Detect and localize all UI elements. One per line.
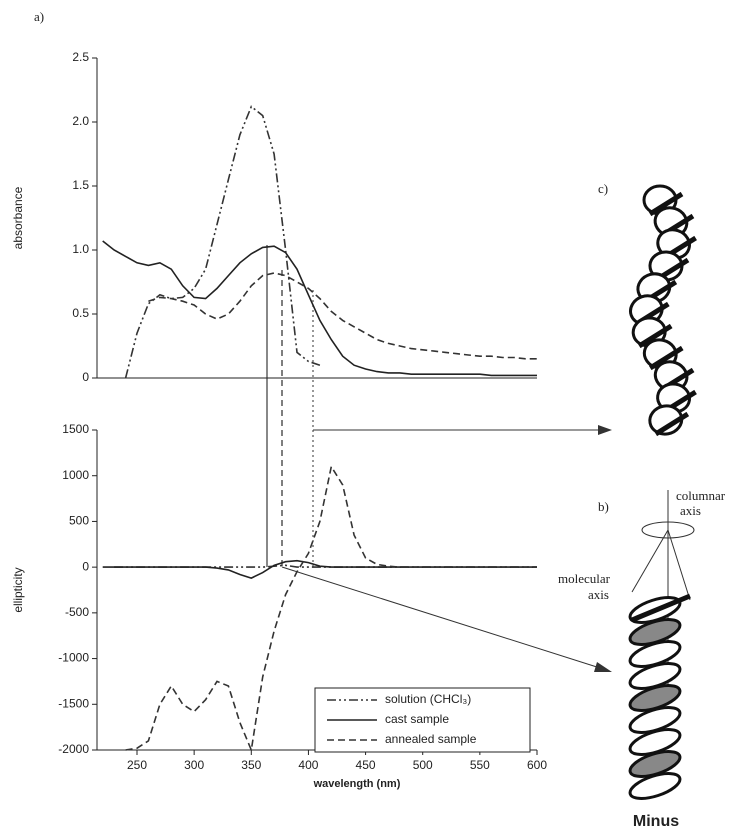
y-axis-label: absorbance	[11, 186, 25, 249]
annotation: Minus	[633, 813, 679, 830]
annotation: columnar	[676, 488, 726, 503]
annotation: molecular	[558, 571, 611, 586]
y-tick-label: -500	[65, 605, 89, 619]
legend-label: cast sample	[385, 712, 449, 726]
y-tick-label: -1000	[58, 651, 89, 665]
y-tick-label: 1500	[62, 422, 89, 436]
y-tick-label: -1500	[58, 696, 89, 710]
helix-diagram	[628, 593, 691, 800]
data-line	[148, 272, 537, 360]
helix-bar	[654, 411, 690, 437]
annotation: axis	[588, 587, 609, 602]
y-tick-label: 2.0	[72, 114, 89, 128]
helix-disc	[628, 772, 682, 800]
panel-label: c)	[598, 181, 608, 196]
y-axis-label: ellipticity	[11, 567, 25, 612]
y-tick-label: 1.0	[72, 242, 89, 256]
x-tick-label: 500	[413, 758, 433, 772]
x-tick-label: 550	[470, 758, 490, 772]
y-tick-label: -2000	[58, 742, 89, 756]
legend-label: annealed sample	[385, 732, 477, 746]
helix-bar	[648, 191, 684, 217]
panel-label: b)	[598, 499, 609, 514]
x-tick-label: 300	[184, 758, 204, 772]
x-tick-label: 350	[241, 758, 261, 772]
x-tick-label: 250	[127, 758, 147, 772]
x-tick-label: 400	[298, 758, 318, 772]
data-line	[102, 559, 537, 579]
y-tick-label: 1.5	[72, 178, 89, 192]
y-tick-label: 500	[69, 514, 89, 528]
helix-diagram	[629, 184, 697, 437]
legend-label: solution (CHCl₃)	[385, 692, 471, 706]
helix-bar	[631, 593, 691, 623]
y-tick-label: 2.5	[72, 50, 89, 64]
x-axis-label: wavelength (nm)	[313, 778, 401, 790]
data-line	[125, 464, 537, 753]
data-line	[124, 105, 321, 379]
x-tick-label: 600	[527, 758, 547, 772]
data-line	[102, 240, 537, 377]
guides	[266, 245, 695, 700]
y-tick-label: 0	[82, 370, 89, 384]
x-tick-label: 450	[356, 758, 376, 772]
annotation: axis	[680, 503, 701, 518]
helix-bar	[648, 345, 684, 371]
y-tick-label: 0.5	[72, 306, 89, 320]
helix-bar	[637, 323, 673, 349]
panel-label: a)	[34, 9, 44, 24]
y-tick-label: 0	[82, 559, 89, 573]
y-tick-label: 1000	[62, 468, 89, 482]
